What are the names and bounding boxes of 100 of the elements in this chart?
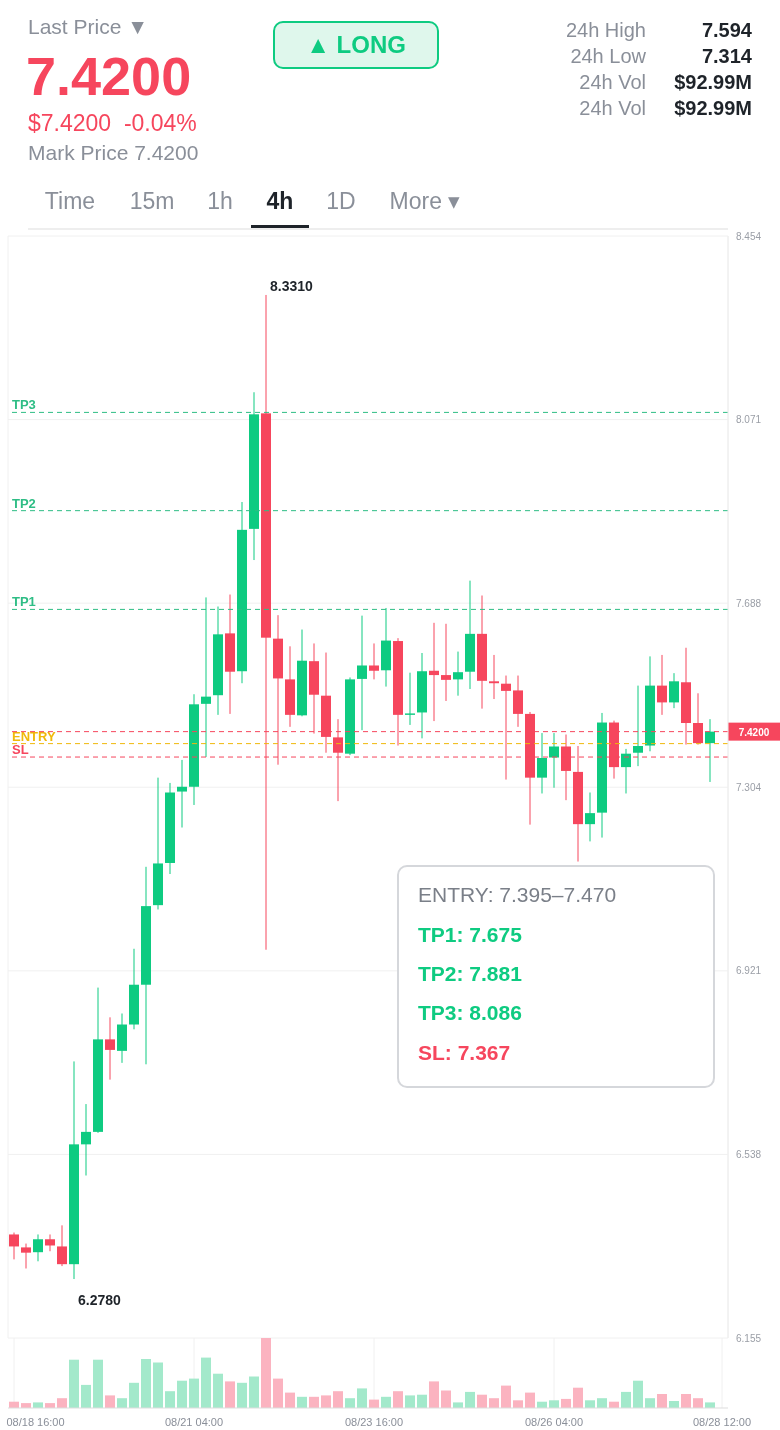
- y-tick-label: 6.155: [736, 1332, 762, 1344]
- bar: [585, 1400, 595, 1408]
- candlestick: [45, 1233, 55, 1252]
- annotation: 8.3310: [270, 277, 314, 294]
- annotation: TP2: 7.881: [418, 961, 522, 987]
- bar: [105, 1395, 115, 1408]
- candlestick: [81, 1103, 91, 1176]
- bar: [333, 1391, 343, 1408]
- candlestick: [177, 759, 187, 828]
- bar: [393, 1391, 403, 1408]
- y-tick-label: 6.538: [736, 1148, 762, 1160]
- text: 7.314: [701, 44, 752, 68]
- y-tick-label: 8.454: [736, 230, 762, 242]
- x-tick-label: 08/21 04:00: [164, 1416, 224, 1428]
- bar: [153, 1362, 163, 1408]
- ref-line-label: ENTRY: [12, 728, 56, 744]
- bar: [249, 1376, 259, 1408]
- candlestick: [57, 1224, 67, 1267]
- bar: [345, 1398, 355, 1408]
- candlestick: [33, 1233, 43, 1262]
- bar: [633, 1380, 643, 1408]
- bar: [549, 1400, 559, 1408]
- bar: [657, 1394, 667, 1408]
- bar: [117, 1398, 127, 1408]
- x-tick-label: 08/28 12:00: [692, 1416, 752, 1428]
- text: 24h High: [565, 18, 646, 42]
- x-tick-label: 08/23 16:00: [344, 1416, 404, 1428]
- bar: [201, 1357, 211, 1408]
- candlestick: [585, 792, 595, 842]
- bar: [81, 1384, 91, 1408]
- bar: [261, 1338, 271, 1408]
- bar: [441, 1390, 451, 1408]
- bar: [597, 1398, 607, 1408]
- candlestick: [441, 623, 451, 702]
- text: 24h Vol: [579, 70, 646, 94]
- y-tick-label: 8.071: [736, 414, 762, 426]
- candlestick: [21, 1243, 31, 1269]
- y-tick-label: 7.304: [736, 781, 762, 793]
- text: 4h: [266, 188, 294, 214]
- text: Last Price ▼: [28, 14, 148, 40]
- bar: [621, 1391, 631, 1408]
- bar: [525, 1392, 535, 1408]
- annotation: SL: 7.367: [418, 1040, 511, 1066]
- bar: [645, 1398, 655, 1408]
- text: Mark Price 7.4200: [28, 140, 199, 166]
- annotation: TP1: 7.675: [418, 922, 522, 948]
- candlestick: [513, 675, 523, 728]
- bar: [405, 1395, 415, 1408]
- ref-line-label: TP1: [12, 594, 36, 610]
- bar: [141, 1359, 151, 1408]
- bar: [489, 1398, 499, 1408]
- candlestick: [549, 732, 559, 789]
- bar: [513, 1400, 523, 1408]
- bar: [177, 1380, 187, 1408]
- candlestick: [453, 651, 463, 697]
- candlestick: [489, 654, 499, 700]
- text: 24h Vol: [579, 96, 646, 120]
- x-tick-label: 08/18 16:00: [6, 1416, 65, 1428]
- candlestick: [357, 615, 367, 731]
- x-tick-label: 08/26 04:00: [524, 1416, 584, 1428]
- text: 7.4200: [26, 45, 192, 108]
- y-tick-label: 7.688: [736, 597, 762, 609]
- annotation: 6.2780: [78, 1292, 122, 1309]
- candlestick: [657, 654, 667, 716]
- bar: [417, 1394, 427, 1408]
- ref-line-label: TP3: [12, 397, 36, 413]
- bar: [57, 1398, 67, 1408]
- text: 24h Low: [570, 44, 646, 68]
- candlestick: [105, 1016, 115, 1081]
- text: $92.99M: [674, 70, 752, 94]
- annotation: ENTRY: 7.395–7.470: [418, 882, 617, 908]
- bar: [573, 1387, 583, 1408]
- bar: [129, 1382, 139, 1408]
- text: $7.4200 -0.04%: [28, 110, 197, 138]
- candlestick: [669, 672, 679, 709]
- bar: [681, 1394, 691, 1408]
- text: Time: [44, 188, 96, 214]
- candlestick: [9, 1232, 19, 1260]
- text: 1D: [326, 188, 356, 214]
- bar: [225, 1381, 235, 1408]
- bar: [285, 1392, 295, 1408]
- bar: [93, 1359, 103, 1408]
- ref-line-label: SL: [12, 742, 29, 758]
- bar: [477, 1394, 487, 1408]
- candlestick: [369, 642, 379, 680]
- candlestick: [429, 622, 439, 722]
- text: 7.594: [701, 18, 752, 42]
- bar: [321, 1395, 331, 1408]
- bar: [273, 1378, 283, 1408]
- candlestick: [201, 596, 211, 758]
- text: $92.99M: [674, 96, 752, 120]
- bar: [693, 1398, 703, 1408]
- ref-line-label: TP2: [12, 495, 36, 511]
- bar: [429, 1381, 439, 1408]
- bar: [357, 1388, 367, 1408]
- annotation: TP3: 8.086: [418, 1000, 522, 1026]
- bar: [69, 1359, 79, 1408]
- bar: [189, 1378, 199, 1408]
- candlestick: [705, 718, 715, 783]
- text: 1h: [207, 188, 233, 214]
